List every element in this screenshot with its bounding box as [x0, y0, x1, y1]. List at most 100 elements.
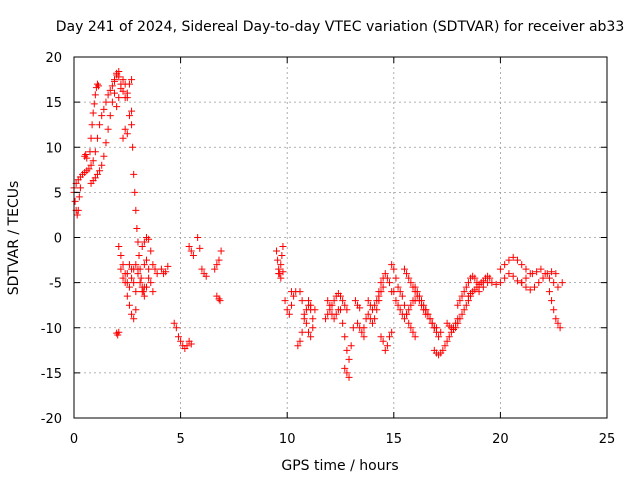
- data-point: [428, 319, 436, 327]
- data-point: [296, 337, 304, 345]
- data-point: [403, 270, 411, 278]
- data-point: [307, 333, 315, 341]
- data-point: [513, 277, 521, 285]
- data-point: [174, 333, 182, 341]
- data-point: [435, 333, 443, 341]
- data-point: [128, 107, 136, 115]
- x-tick-label: 15: [386, 432, 403, 447]
- data-point: [145, 235, 153, 243]
- data-point: [113, 103, 121, 111]
- data-point: [343, 346, 351, 354]
- data-point: [215, 256, 223, 264]
- data-point: [132, 306, 140, 314]
- data-point: [115, 328, 123, 336]
- data-point: [216, 297, 224, 305]
- data-point: [420, 301, 428, 309]
- data-point: [305, 297, 313, 305]
- data-points: [70, 67, 566, 381]
- data-point: [277, 261, 285, 269]
- data-point: [183, 342, 191, 350]
- data-point: [371, 315, 379, 323]
- data-point: [379, 337, 387, 345]
- data-point: [400, 301, 408, 309]
- data-point: [522, 265, 530, 273]
- data-point: [386, 279, 394, 287]
- data-point: [74, 206, 82, 214]
- data-point: [381, 270, 389, 278]
- data-point: [93, 170, 101, 178]
- data-point: [373, 297, 381, 305]
- data-point: [545, 288, 553, 296]
- data-point: [274, 256, 282, 264]
- y-tick-label: -20: [41, 412, 62, 427]
- data-point: [140, 238, 148, 246]
- data-point: [145, 265, 153, 273]
- data-point: [102, 98, 110, 106]
- y-axis-label: SDTVAR / TECUs: [6, 181, 22, 296]
- data-point: [394, 283, 402, 291]
- x-tick-label: 20: [492, 432, 509, 447]
- data-point: [341, 333, 349, 341]
- data-point: [134, 238, 142, 246]
- data-point: [138, 288, 146, 296]
- data-point: [128, 76, 136, 84]
- data-point: [358, 328, 366, 336]
- data-point: [518, 261, 526, 269]
- data-point: [396, 306, 404, 314]
- data-point: [106, 112, 114, 120]
- data-point: [170, 319, 178, 327]
- data-point: [409, 328, 417, 336]
- y-tick-label: -10: [41, 322, 62, 337]
- data-point: [115, 243, 123, 251]
- data-point: [460, 288, 468, 296]
- data-point: [294, 342, 302, 350]
- data-point: [132, 206, 140, 214]
- x-tick-label: 5: [176, 432, 184, 447]
- data-point: [147, 279, 155, 287]
- data-point: [351, 297, 359, 305]
- data-point: [95, 82, 103, 90]
- data-point: [275, 270, 283, 278]
- data-point: [129, 143, 137, 151]
- data-point: [462, 283, 470, 291]
- y-tick-label: 15: [45, 96, 62, 111]
- data-point: [86, 148, 94, 156]
- data-point: [360, 324, 368, 332]
- data-point: [117, 85, 125, 93]
- data-point: [505, 256, 513, 264]
- data-point: [142, 283, 150, 291]
- data-point: [556, 324, 564, 332]
- data-point: [133, 224, 141, 232]
- data-point: [422, 306, 430, 314]
- data-point: [400, 315, 408, 323]
- data-point: [128, 310, 136, 318]
- data-point: [217, 247, 225, 255]
- data-point: [371, 301, 379, 309]
- data-point: [128, 265, 136, 273]
- data-point: [151, 265, 159, 273]
- y-tick-label: -5: [49, 277, 62, 292]
- data-point: [125, 301, 133, 309]
- x-tick-label: 25: [599, 432, 616, 447]
- data-point: [90, 100, 98, 108]
- data-point: [273, 247, 281, 255]
- data-point: [531, 283, 539, 291]
- data-point: [121, 279, 129, 287]
- data-point: [552, 270, 560, 278]
- data-point: [345, 373, 353, 381]
- data-point: [343, 306, 351, 314]
- data-point: [343, 369, 351, 377]
- data-point: [454, 301, 462, 309]
- data-point: [501, 274, 509, 282]
- data-point: [98, 112, 106, 120]
- data-point: [111, 76, 119, 84]
- data-point: [307, 301, 315, 309]
- data-point: [187, 247, 195, 255]
- axis-ticks: [73, 56, 608, 419]
- data-point: [117, 265, 125, 273]
- data-point: [106, 86, 114, 94]
- data-point: [430, 324, 438, 332]
- data-point: [117, 252, 125, 260]
- data-point: [390, 265, 398, 273]
- data-point: [349, 324, 357, 332]
